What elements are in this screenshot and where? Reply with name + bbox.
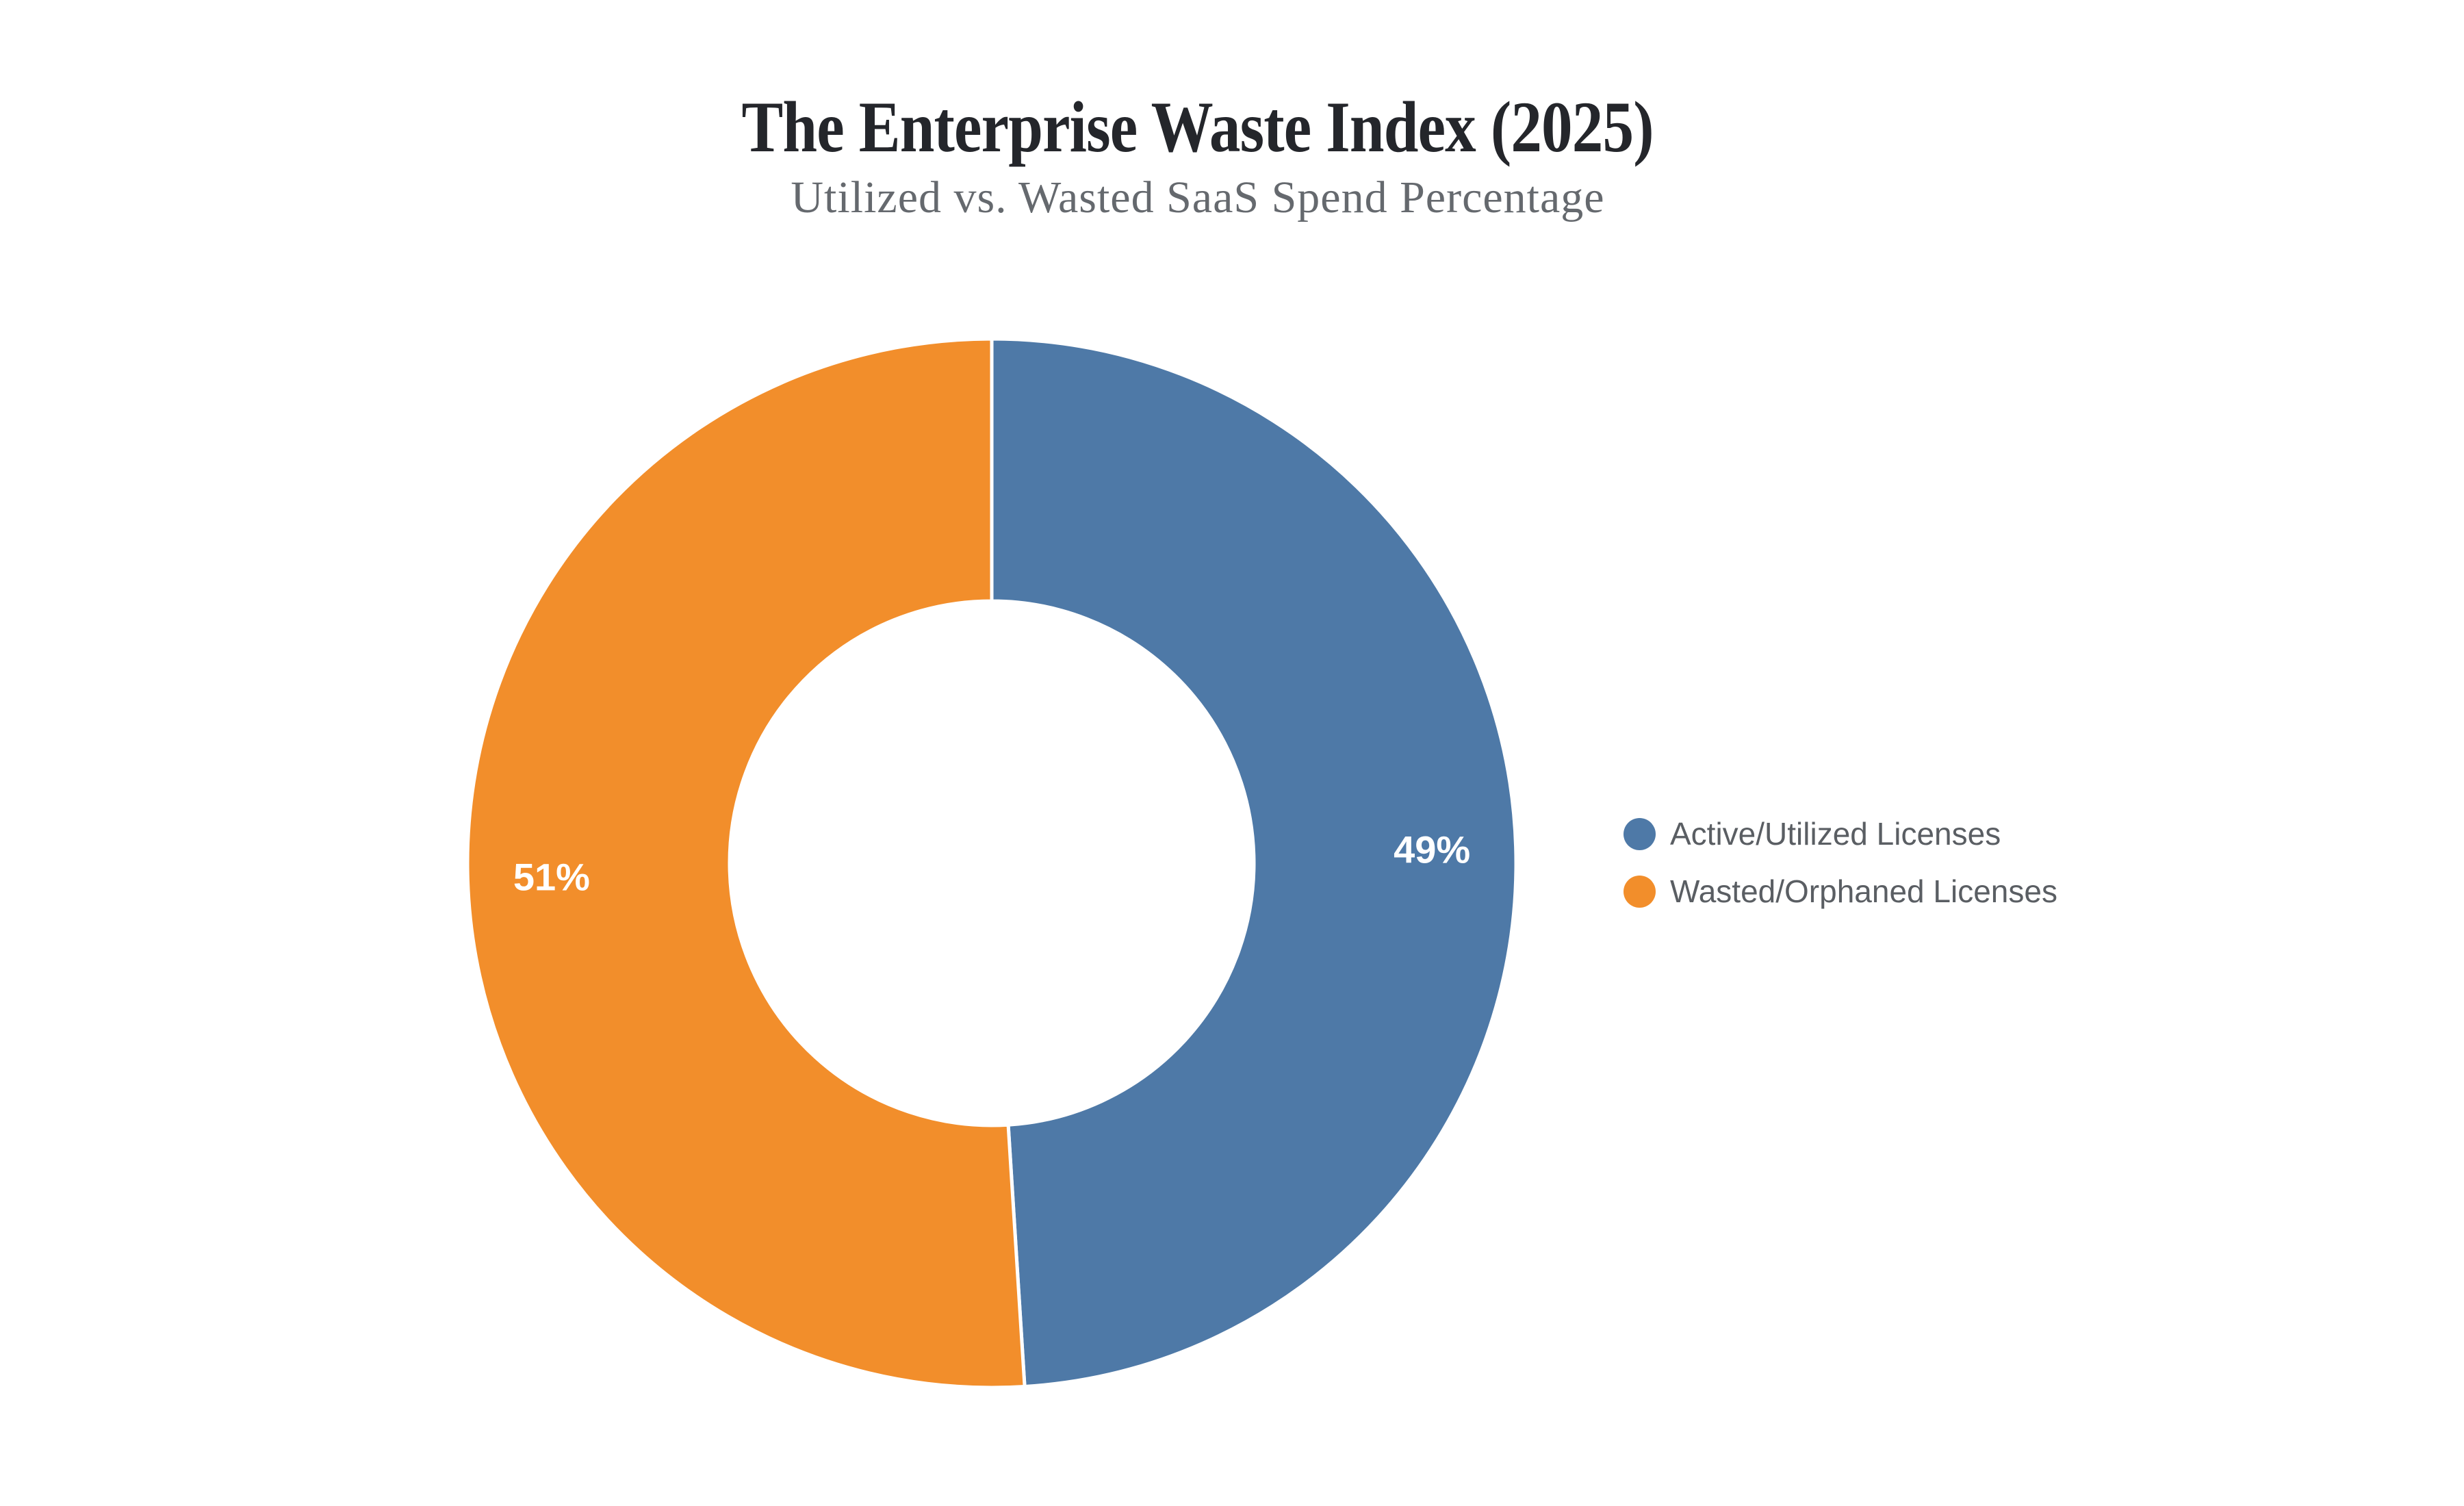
legend-label: Wasted/Orphaned Licenses <box>1670 873 2057 909</box>
legend-item-active-utilized-licenses[interactable]: Active/Utilized Licenses <box>1624 805 2057 863</box>
slice-data-label-active-utilized-licenses: 49% <box>1394 828 1470 871</box>
chart-legend: Active/Utilized Licenses Wasted/Orphaned… <box>1624 805 2057 920</box>
legend-label: Active/Utilized Licenses <box>1670 816 2001 852</box>
legend-item-wasted-orphaned-licenses[interactable]: Wasted/Orphaned Licenses <box>1624 863 2057 920</box>
legend-swatch-circle-icon <box>1624 875 1656 908</box>
slice-data-label-wasted-orphaned-licenses: 51% <box>513 856 590 899</box>
donut-slice-wasted-orphaned-licenses[interactable] <box>465 337 1027 1390</box>
chart-header: The Enterprise Waste Index (2025) Utiliz… <box>0 87 2396 223</box>
donut-slice-active-utilized-licenses[interactable] <box>990 337 1518 1388</box>
chart-subtitle: Utilized vs. Wasted SaaS Spend Percentag… <box>791 172 1605 222</box>
chart-title: The Enterprise Waste Index (2025) <box>741 87 1654 167</box>
legend-swatch-circle-icon <box>1624 817 1656 850</box>
